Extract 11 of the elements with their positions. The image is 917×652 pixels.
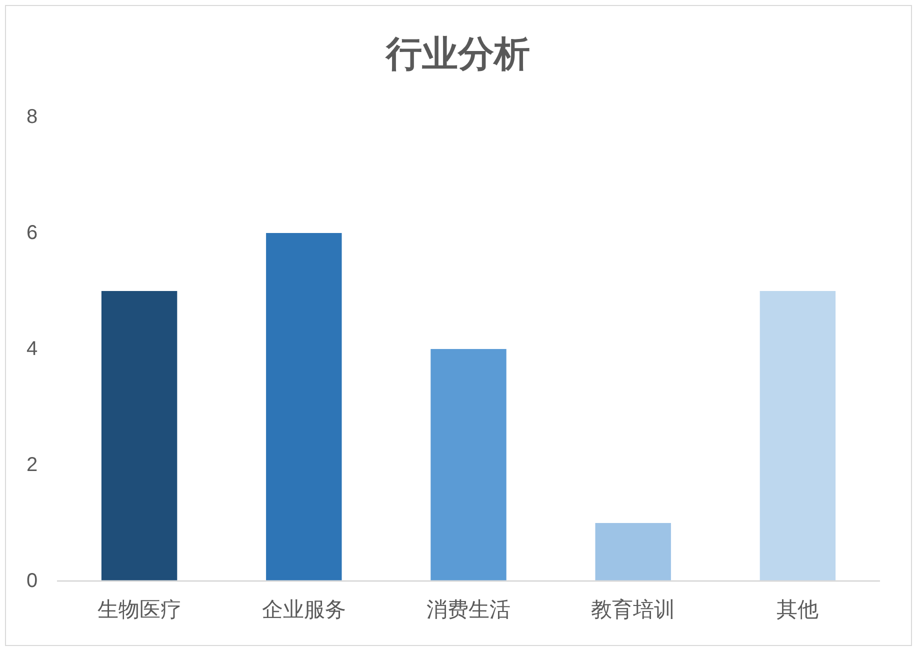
xtick-label: 其他: [776, 598, 819, 622]
ytick-label: 0: [26, 570, 38, 592]
title: 行业分析: [386, 33, 530, 74]
xtick-label: 生物医疗: [97, 598, 182, 622]
ytick-label: 4: [26, 338, 38, 360]
ytick-label: 8: [26, 106, 38, 128]
xtick-label: 企业服务: [262, 598, 346, 622]
xtick-label: 教育培训: [591, 598, 676, 622]
ytick-label: 6: [26, 222, 38, 244]
xtick-label: 消费生活: [426, 598, 510, 622]
ytick-label: 2: [26, 454, 38, 476]
